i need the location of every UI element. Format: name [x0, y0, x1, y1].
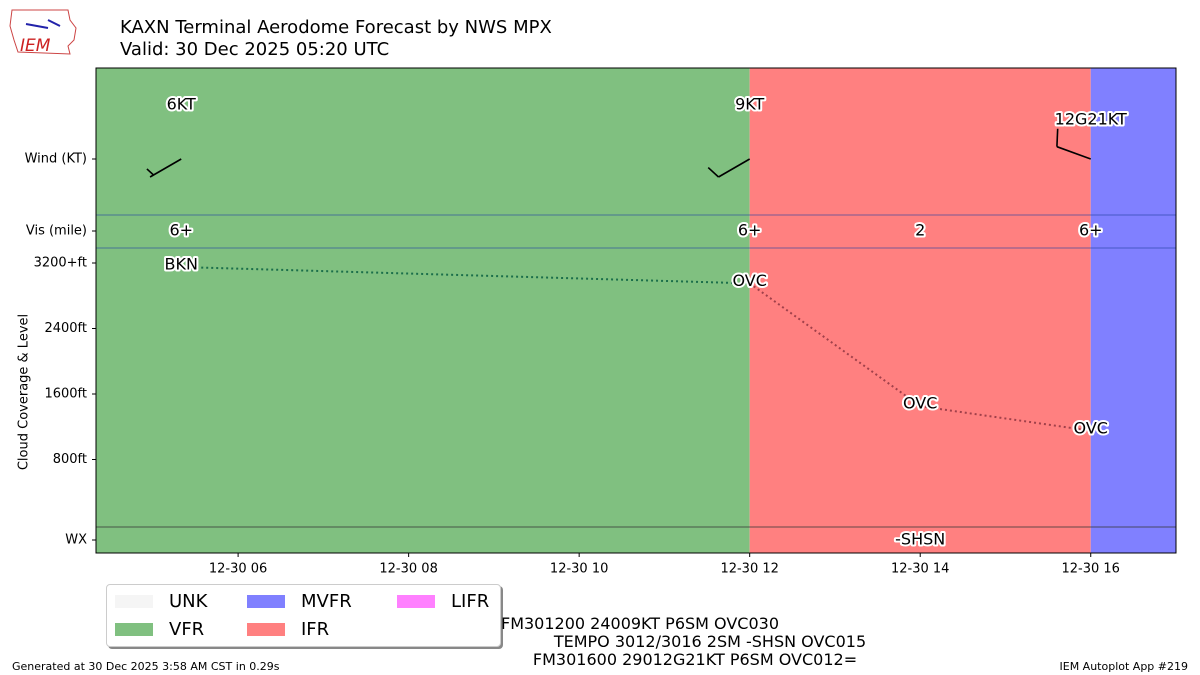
cloud-cover-label: OVC: [903, 394, 937, 413]
legend: UNK VFR MVFR IFR LIFR: [106, 584, 501, 647]
plot-frame: [95, 67, 1177, 554]
category-band-mvfr: [1090, 68, 1176, 553]
y-tick-label: 3200+ft: [34, 256, 87, 271]
legend-label: UNK: [169, 591, 208, 612]
x-tick-label: 12-30 06: [209, 562, 267, 577]
wind-label: 9KT: [735, 95, 764, 114]
y-tick-label: WX: [65, 533, 87, 548]
chart-title: KAXN Terminal Aerodome Forecast by NWS M…: [120, 17, 552, 60]
wind-barb-staff: [718, 158, 751, 178]
cloud-cover-label: BKN: [165, 255, 198, 274]
cloud-cover-label: OVC: [732, 271, 766, 290]
y-tick-label: 2400ft: [44, 321, 87, 336]
vis-label: 6+: [169, 221, 193, 240]
y-tick-label: 800ft: [53, 452, 87, 467]
svg-text:IEM: IEM: [20, 36, 51, 56]
legend-swatch: [397, 595, 435, 608]
vis-label: 6+: [738, 221, 762, 240]
iem-logo: IEM: [9, 9, 77, 56]
legend-label: IFR: [301, 619, 330, 640]
y-tick-label: Vis (mile): [26, 224, 87, 239]
vis-label: 6+: [1079, 221, 1103, 240]
legend-item-lifr: LIFR: [397, 591, 489, 612]
legend-label: MVFR: [301, 591, 352, 612]
cloud-level-line: [920, 405, 1091, 432]
category-band-vfr: [95, 68, 750, 553]
x-tick-label: 12-30 08: [379, 562, 437, 577]
wind-barb-flag: [1056, 128, 1059, 147]
legend-swatch: [247, 595, 285, 608]
legend-swatch: [115, 595, 153, 608]
wind-barb-staff: [149, 158, 182, 178]
legend-item-unk: UNK: [115, 591, 207, 612]
x-tick-label: 12-30 10: [550, 562, 608, 577]
vis-label: 2: [915, 221, 925, 240]
legend-swatch: [115, 623, 153, 636]
y-axis-label: Cloud Coverage & Level: [17, 314, 32, 470]
wind-label: 12G21KT: [1055, 110, 1127, 129]
x-tick-label: 12-30 12: [720, 562, 778, 577]
y-tick-label: Wind (KT): [25, 152, 87, 167]
legend-item-mvfr: MVFR: [247, 591, 352, 612]
legend-label: VFR: [169, 619, 205, 640]
x-tick-label: 12-30 16: [1062, 562, 1120, 577]
taf-text: FM301200 24009KT P6SM OVC030 TEMPO 3012/…: [500, 614, 867, 669]
category-band-ifr: [749, 68, 1091, 553]
legend-label: LIFR: [451, 591, 490, 612]
wind-barb-flag: [146, 168, 155, 176]
wind-barb-staff: [1056, 145, 1092, 160]
cloud-cover-label: OVC: [1074, 418, 1108, 437]
legend-item-ifr: IFR: [247, 619, 329, 640]
wind-barb-flag: [707, 166, 720, 178]
cloud-level-line: [749, 282, 921, 407]
legend-item-vfr: VFR: [115, 619, 204, 640]
taf-chart: Wind (KT) Vis (mile) WX 3200+ft 2400ft 1600ft…: [17, 67, 1177, 577]
footer-app: IEM Autoplot App #219: [1059, 660, 1189, 673]
wx-label: -SHSN: [895, 530, 945, 549]
wind-label: 6KT: [167, 95, 196, 114]
y-tick-label: 1600ft: [44, 387, 87, 402]
x-tick-label: 12-30 14: [891, 562, 949, 577]
legend-swatch: [247, 623, 285, 636]
footer-generated: Generated at 30 Dec 2025 3:58 AM CST in …: [12, 660, 280, 673]
